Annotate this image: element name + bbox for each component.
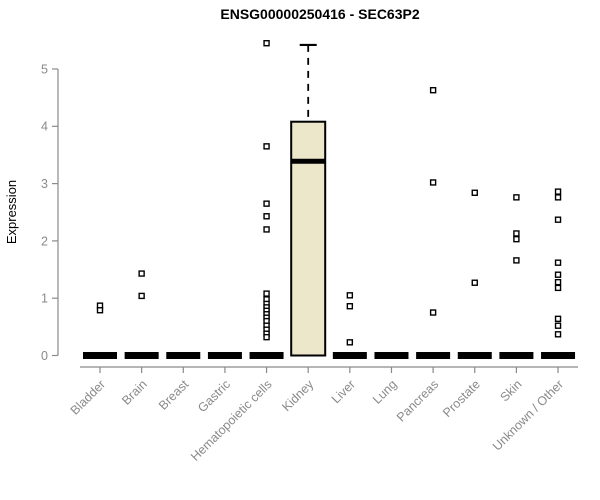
outlier-point — [554, 331, 562, 338]
outlier-point — [346, 339, 354, 346]
outlier-point — [96, 307, 104, 314]
outlier-point — [554, 188, 562, 195]
median-line-kidney — [291, 158, 326, 164]
box-hematopoietic-cells — [249, 352, 284, 359]
x-tick-label: Prostate — [440, 377, 483, 420]
box-lung — [374, 352, 409, 359]
outlier-point — [471, 189, 478, 196]
box-skin — [499, 352, 534, 359]
outlier-point — [554, 194, 562, 201]
outlier-point — [554, 315, 562, 323]
outlier-point — [429, 309, 437, 316]
box-breast — [166, 352, 201, 359]
y-tick-label: 3 — [41, 177, 48, 191]
outlier-point — [346, 292, 354, 299]
outlier-point — [263, 226, 270, 233]
outlier-point — [513, 194, 520, 201]
box-brain — [124, 352, 159, 359]
box-bladder — [83, 352, 117, 359]
outlier-point — [554, 271, 562, 278]
y-axis-label: Expression — [4, 180, 19, 244]
outlier-point — [513, 235, 520, 243]
outlier-point — [554, 284, 562, 292]
box-gastric — [207, 352, 242, 359]
x-tick-label: Brain — [119, 377, 150, 408]
outlier-point — [263, 40, 270, 47]
x-tick-label: Breast — [156, 377, 192, 413]
x-tick-label: Bladder — [68, 377, 108, 417]
outlier-point — [263, 200, 270, 207]
x-tick-label: Skin — [497, 377, 524, 404]
y-tick-label: 0 — [41, 349, 48, 363]
x-tick-label: Pancreas — [394, 377, 441, 424]
box-pancreas — [416, 352, 451, 359]
outlier-point — [554, 278, 562, 286]
box-prostate — [457, 352, 492, 359]
outlier-point — [346, 303, 354, 310]
outlier-point — [513, 257, 520, 264]
y-tick-label: 2 — [41, 234, 48, 248]
x-tick-label: Liver — [329, 377, 358, 406]
outlier-point — [429, 179, 437, 186]
y-tick-label: 5 — [41, 62, 48, 76]
outlier-point — [263, 333, 270, 341]
outlier-point — [138, 292, 145, 300]
outlier-point — [513, 230, 520, 237]
box-kidney — [290, 120, 327, 357]
x-tick-label: Gastric — [195, 377, 233, 415]
x-tick-label: Unknown / Other — [490, 377, 566, 453]
outlier-point — [263, 290, 270, 297]
x-tick-label: Lung — [370, 377, 400, 407]
box-liver — [332, 352, 367, 359]
plot-area: 0 1 2 3 4 5 Bladder Brain Breast GastricHematopoi… — [41, 40, 578, 464]
box-unknown-other — [541, 352, 576, 359]
y-tick-label: 1 — [41, 292, 48, 306]
y-tick-label: 4 — [41, 120, 48, 134]
outlier-point — [554, 322, 562, 329]
x-tick-label: Kidney — [279, 377, 316, 414]
outlier-point — [554, 259, 562, 266]
outlier-point — [429, 87, 437, 94]
chart-title: ENSG00000250416 - SEC63P2 — [220, 6, 419, 22]
x-tick-label: Hematopoietic cells — [188, 377, 275, 464]
outlier-point — [263, 213, 270, 220]
outlier-point — [263, 143, 270, 150]
outlier-point — [471, 279, 478, 286]
outlier-point — [138, 270, 145, 277]
outlier-point — [554, 216, 562, 223]
